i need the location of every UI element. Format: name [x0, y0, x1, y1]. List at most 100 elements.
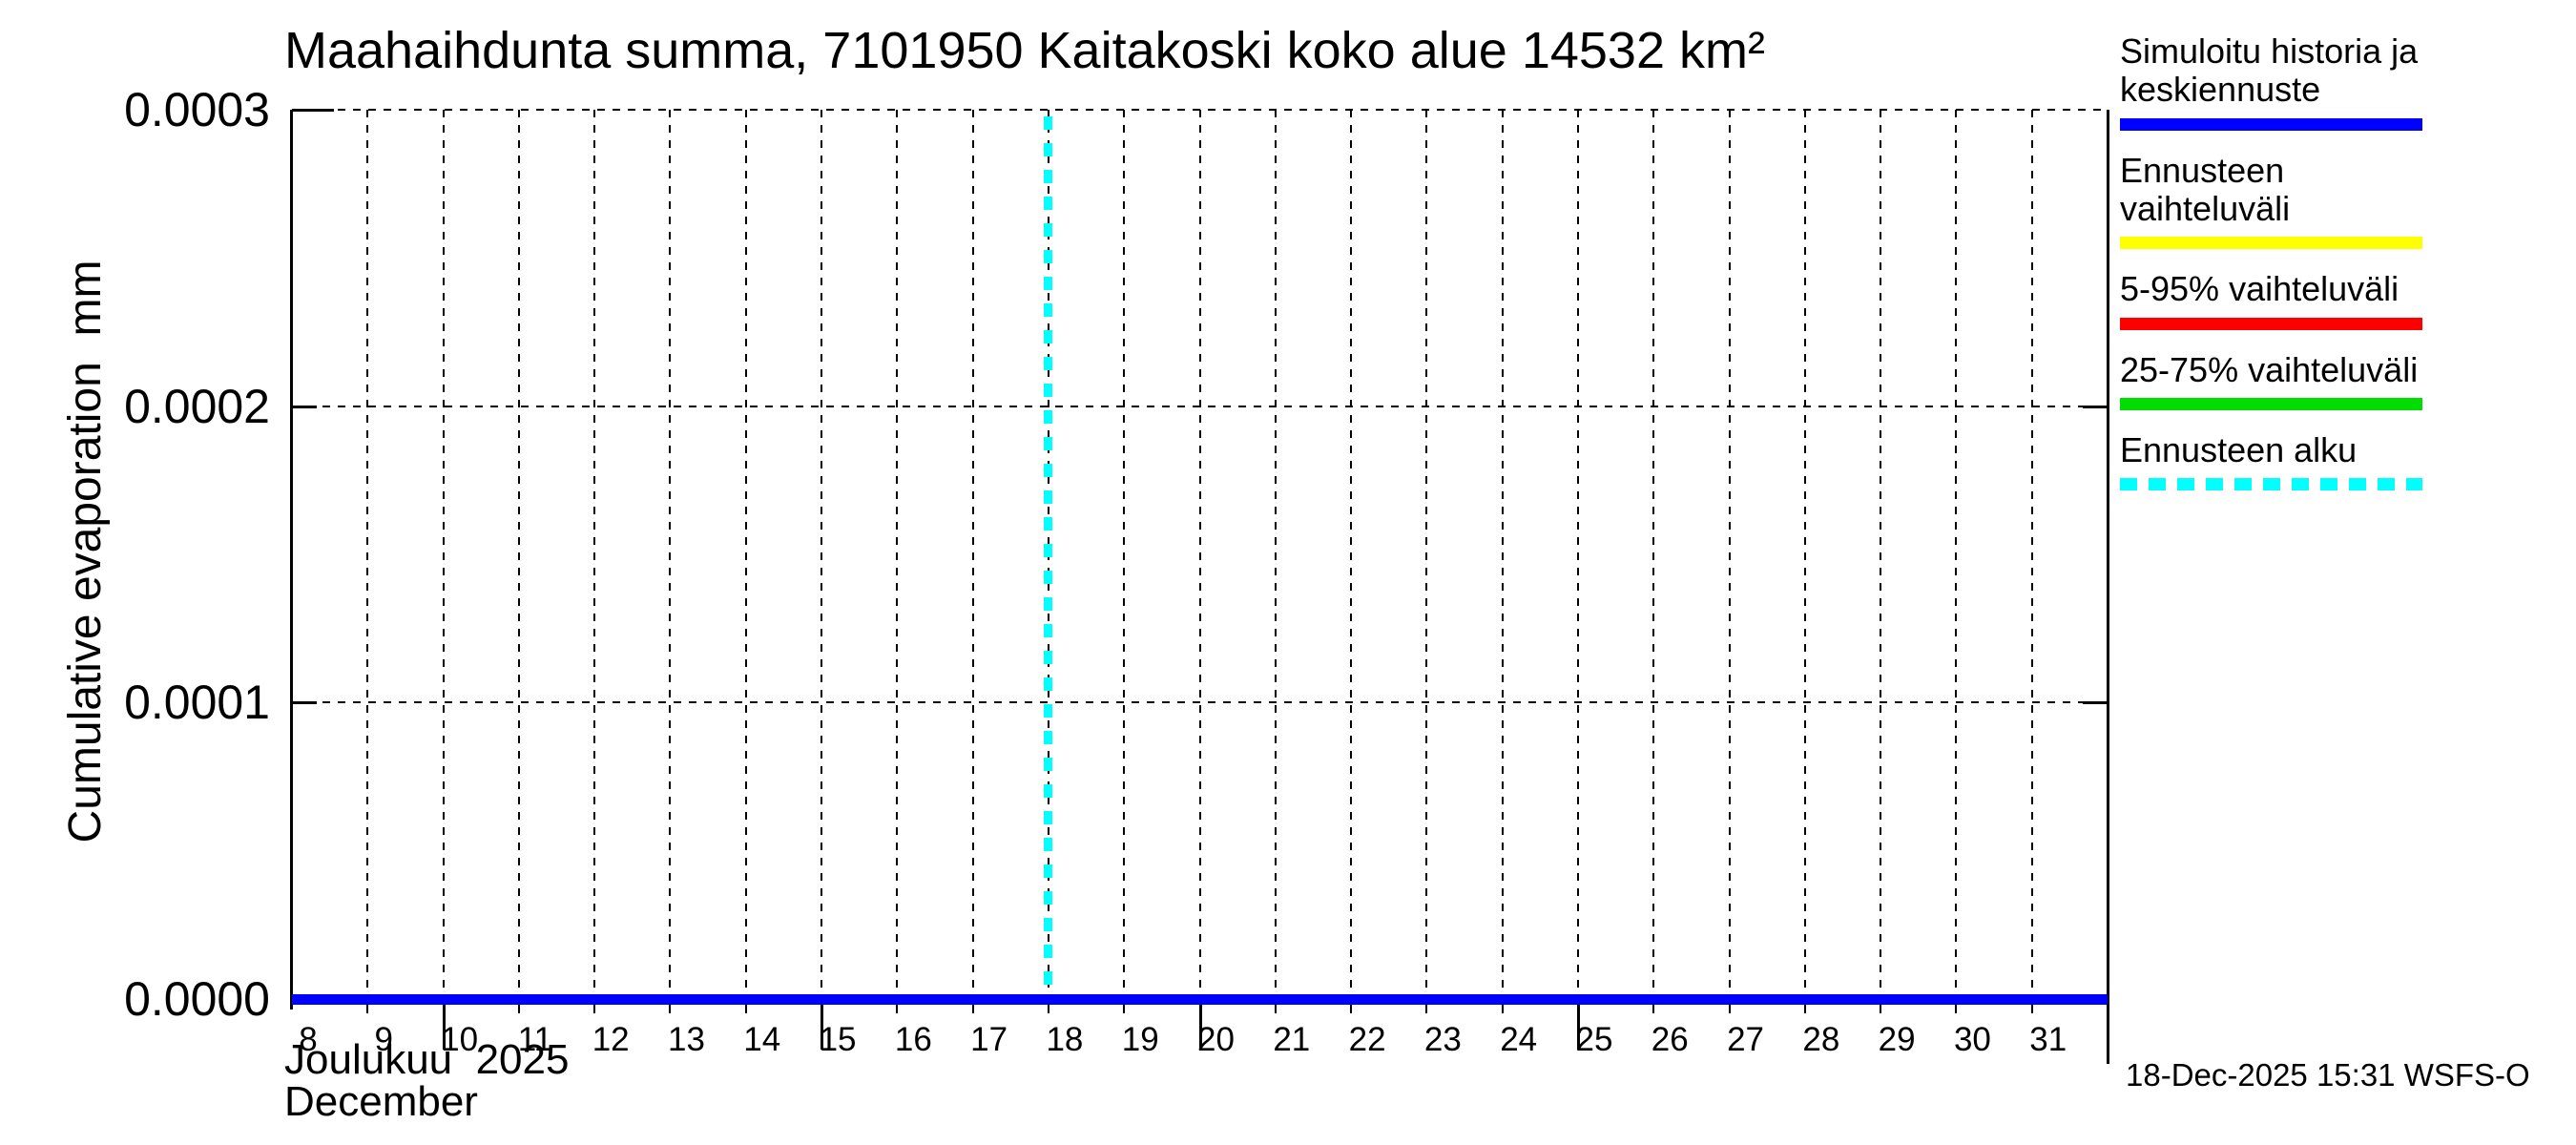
- x-tick-label: 9: [374, 1021, 394, 1058]
- series-line-simulated-history: [292, 994, 2108, 1005]
- legend-swatch-dashed-line: [2120, 478, 2422, 491]
- x-gridline: [1198, 110, 1201, 994]
- x-tick-label: 27: [1727, 1021, 1764, 1058]
- right-border-line: [2107, 110, 2109, 1064]
- x-tick-label: 31: [2029, 1021, 2067, 1058]
- x-tick-mark: [1501, 1005, 1504, 1013]
- x-tick-label: 10: [441, 1021, 479, 1058]
- x-gridline: [971, 110, 974, 994]
- y-tick-label: 0.0001: [124, 676, 270, 730]
- x-gridline: [669, 110, 672, 994]
- x-tick-mark-major: [1198, 1005, 1202, 1050]
- forecast-start-line: [1044, 116, 1053, 994]
- legend-item: Simuloitu historia ja keskiennuste: [2120, 31, 2521, 131]
- x-tick-mark: [1803, 1005, 1806, 1013]
- x-gridline: [1955, 110, 1958, 994]
- x-tick-label: 28: [1802, 1021, 1840, 1058]
- x-tick-mark: [517, 1005, 520, 1013]
- x-tick-mark: [593, 1005, 596, 1013]
- legend-item: Ennusteen alku: [2120, 429, 2521, 491]
- x-gridline: [744, 110, 747, 994]
- x-tick-mark-major: [821, 1005, 824, 1050]
- x-tick-label: 26: [1651, 1021, 1689, 1058]
- x-tick-label: 29: [1878, 1021, 1916, 1058]
- legend-label: Ennusteen vaihteluväli: [2120, 150, 2291, 228]
- legend-label: 25-75% vaihteluväli: [2120, 349, 2419, 389]
- x-tick-label: 13: [667, 1021, 705, 1058]
- legend-swatch-line: [2120, 237, 2422, 250]
- x-gridline: [1576, 110, 1579, 994]
- run-timestamp: 18-Dec-2025 15:31 WSFS-O: [2126, 1057, 2530, 1093]
- x-gridline: [517, 110, 520, 994]
- x-tick-mark: [1652, 1005, 1655, 1013]
- x-tick-label: 15: [819, 1021, 857, 1058]
- x-tick-mark: [1274, 1005, 1277, 1013]
- x-tick-label: 30: [1953, 1021, 1991, 1058]
- x-tick-mark: [1425, 1005, 1428, 1013]
- x-tick-mark: [1728, 1005, 1731, 1013]
- y-tick-mark: [292, 701, 317, 705]
- x-tick-mark: [2030, 1005, 2033, 1013]
- x-gridline: [1880, 110, 1882, 994]
- x-gridline: [1803, 110, 1806, 994]
- x-tick-label: 8: [299, 1021, 318, 1058]
- x-gridline: [2030, 110, 2033, 994]
- y-tick-label: 0.0002: [124, 379, 270, 433]
- x-tick-label: 16: [894, 1021, 932, 1058]
- x-gridline: [896, 110, 899, 994]
- x-tick-label: 17: [970, 1021, 1008, 1058]
- x-tick-label: 14: [743, 1021, 781, 1058]
- x-tick-mark: [366, 1005, 369, 1013]
- x-tick-mark: [1047, 1005, 1049, 1013]
- x-tick-label: 12: [592, 1021, 630, 1058]
- x-tick-label: 21: [1273, 1021, 1311, 1058]
- legend-swatch-line: [2120, 317, 2422, 330]
- y-tick-label: 0.0000: [124, 972, 270, 1026]
- x-gridline: [1425, 110, 1428, 994]
- x-tick-label: 25: [1575, 1021, 1613, 1058]
- chart-title: Maahaihdunta summa, 7101950 Kaitakoski k…: [284, 22, 1765, 79]
- legend-swatch-line: [2120, 117, 2422, 131]
- x-tick-mark-major: [1576, 1005, 1580, 1050]
- x-tick-label: 24: [1500, 1021, 1538, 1058]
- x-tick-label: 19: [1121, 1021, 1159, 1058]
- y-axis-line: [290, 110, 293, 1010]
- legend-swatch-line: [2120, 397, 2422, 410]
- x-gridline: [1350, 110, 1353, 994]
- x-gridline: [442, 110, 445, 994]
- x-tick-mark: [1880, 1005, 1882, 1013]
- x-tick-mark: [1955, 1005, 1958, 1013]
- legend: Simuloitu historia ja keskiennuste Ennust…: [2120, 31, 2521, 511]
- y-tick-mark: [292, 405, 317, 408]
- x-gridline: [1652, 110, 1655, 994]
- x-axis-month-label-finnish: Joulukuu 2025: [284, 1036, 570, 1083]
- x-tick-mark: [896, 1005, 899, 1013]
- x-gridline: [1501, 110, 1504, 994]
- x-tick-mark-major: [442, 1005, 446, 1050]
- x-tick-mark: [971, 1005, 974, 1013]
- legend-label: 5-95% vaihteluväli: [2120, 269, 2399, 309]
- legend-item: 5-95% vaihteluväli: [2120, 269, 2521, 330]
- x-gridline: [821, 110, 823, 994]
- x-tick-label: 22: [1348, 1021, 1386, 1058]
- y-tick-mark: [292, 109, 334, 112]
- x-gridline: [1274, 110, 1277, 994]
- y-tick-mark: [2083, 405, 2108, 408]
- x-gridline: [1728, 110, 1731, 994]
- x-axis-month-label-english: December: [284, 1078, 478, 1125]
- x-tick-mark: [1350, 1005, 1353, 1013]
- y-tick-mark: [2083, 701, 2108, 705]
- x-tick-mark: [744, 1005, 747, 1013]
- x-gridline: [1123, 110, 1126, 994]
- legend-label: Simuloitu historia ja keskiennuste: [2120, 31, 2419, 110]
- legend-item: Ennusteen vaihteluväli: [2120, 150, 2521, 250]
- x-gridline: [593, 110, 596, 994]
- x-tick-mark: [669, 1005, 672, 1013]
- x-tick-mark: [1123, 1005, 1126, 1013]
- x-tick-label: 18: [1046, 1021, 1084, 1058]
- legend-label: Ennusteen alku: [2120, 429, 2358, 469]
- y-tick-label: 0.0003: [124, 83, 270, 136]
- x-tick-label: 23: [1423, 1021, 1462, 1058]
